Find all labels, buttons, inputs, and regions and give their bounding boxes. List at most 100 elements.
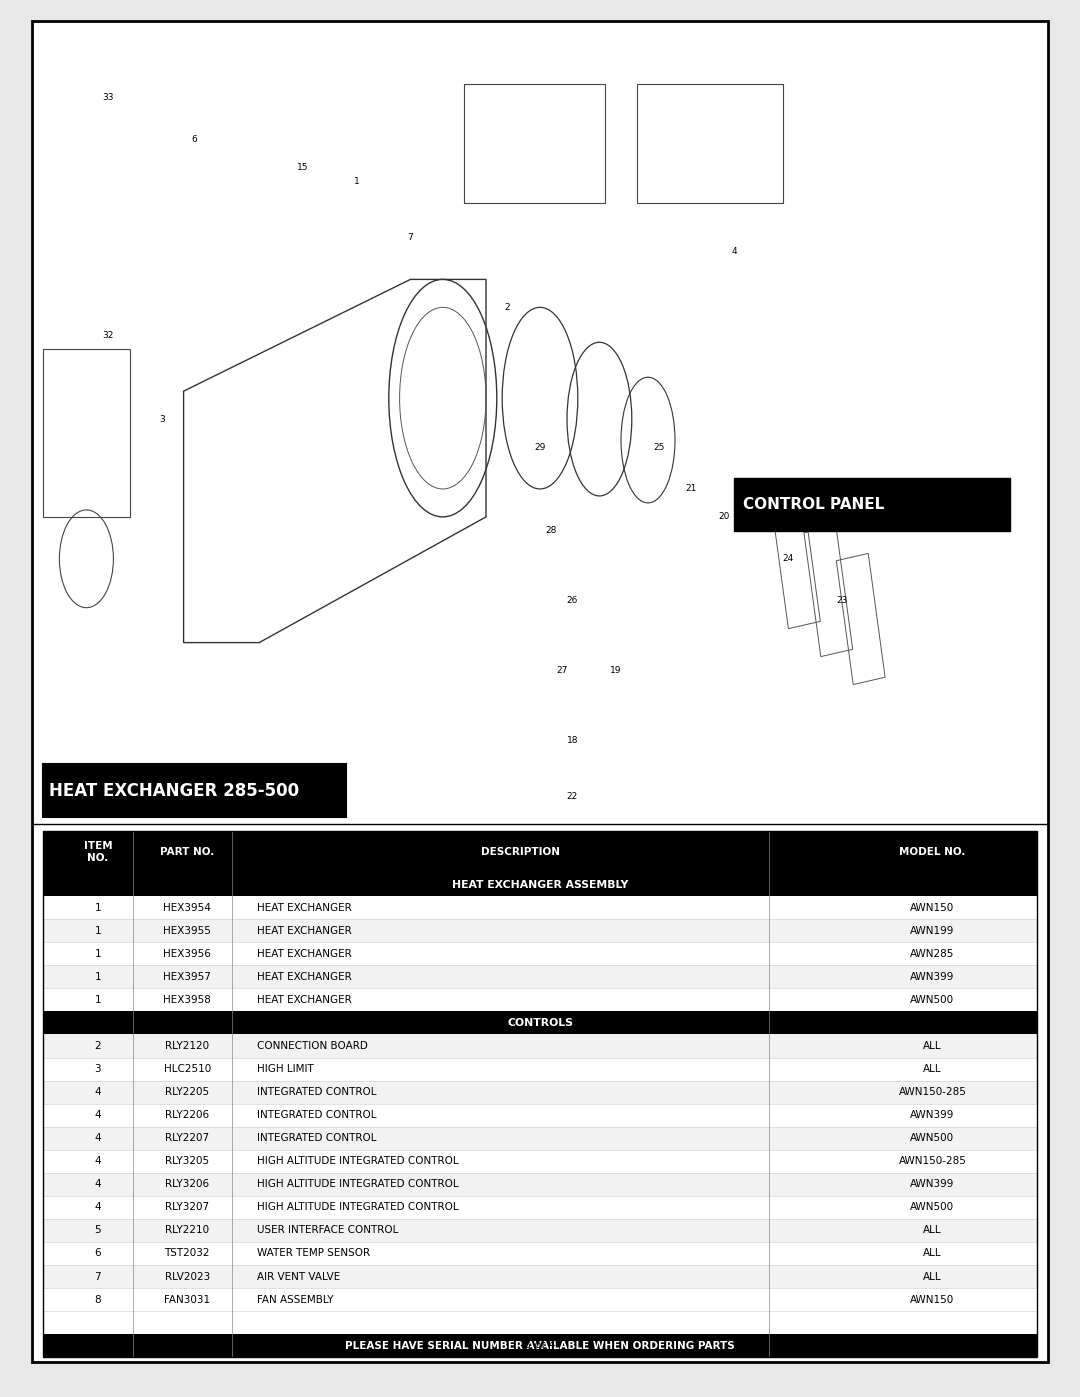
Text: HEX3956: HEX3956 [163,949,212,958]
Text: 22: 22 [567,792,578,800]
Text: HEAT EXCHANGER: HEAT EXCHANGER [257,972,352,982]
Text: 27: 27 [556,666,567,675]
Text: 18: 18 [567,736,578,745]
Text: HLC2510: HLC2510 [164,1065,211,1074]
Bar [637,84,783,203]
Text: AWN500: AWN500 [910,995,955,1004]
Bar [43,1242,1037,1266]
Bar [43,873,1037,897]
Text: 6: 6 [191,136,198,144]
Bar [464,84,605,203]
Text: 5: 5 [95,1225,102,1235]
Text: 2: 2 [95,1041,102,1051]
Text: AWN150: AWN150 [910,902,955,912]
Text: HEX3958: HEX3958 [163,995,212,1004]
Text: INTEGRATED CONTROL: INTEGRATED CONTROL [257,1111,376,1120]
Text: HEAT EXCHANGER: HEAT EXCHANGER [257,926,352,936]
Text: TST2032: TST2032 [164,1249,210,1259]
Text: 1: 1 [95,995,102,1004]
Text: 4: 4 [95,1111,102,1120]
Text: ALL: ALL [923,1041,942,1051]
Bar [43,831,1037,873]
Text: RLY2120: RLY2120 [165,1041,210,1051]
Text: 1: 1 [353,177,360,186]
Text: 4: 4 [95,1133,102,1143]
Text: 2: 2 [504,303,511,312]
Text: CONTROLS: CONTROLS [508,1018,572,1028]
Text: 26: 26 [567,597,578,605]
Bar [43,831,1037,1358]
Text: 6: 6 [95,1249,102,1259]
Text: RLY2207: RLY2207 [165,1133,210,1143]
Text: ITEM
NO.: ITEM NO. [83,841,112,863]
Bar [43,1334,1037,1358]
Text: HIGH ALTITUDE INTEGRATED CONTROL: HIGH ALTITUDE INTEGRATED CONTROL [257,1179,458,1189]
Bar [43,1173,1037,1196]
Text: HIGH ALTITUDE INTEGRATED CONTROL: HIGH ALTITUDE INTEGRATED CONTROL [257,1203,458,1213]
Text: HIGH ALTITUDE INTEGRATED CONTROL: HIGH ALTITUDE INTEGRATED CONTROL [257,1157,458,1166]
Text: HEX3954: HEX3954 [163,902,212,912]
Bar [734,478,1010,531]
Text: PLEASE HAVE SERIAL NUMBER AVAILABLE WHEN ORDERING PARTS: PLEASE HAVE SERIAL NUMBER AVAILABLE WHEN… [346,1341,734,1351]
Text: 32: 32 [103,331,113,339]
Text: ALL: ALL [923,1065,942,1074]
Bar [43,943,1037,965]
Text: 21: 21 [686,485,697,493]
Bar [43,764,346,817]
Text: 33: 33 [103,94,113,102]
Bar [771,497,821,629]
Text: RLY2205: RLY2205 [165,1087,210,1097]
Text: RLY3205: RLY3205 [165,1157,210,1166]
Text: WATER TEMP SENSOR: WATER TEMP SENSOR [257,1249,370,1259]
Bar [43,1220,1037,1242]
Text: AWN500: AWN500 [910,1133,955,1143]
Bar [804,525,853,657]
Text: FAN ASSEMBLY: FAN ASSEMBLY [257,1295,334,1305]
Bar [43,897,1037,919]
Text: AIR VENT VALVE: AIR VENT VALVE [257,1271,340,1281]
Text: 3: 3 [159,415,165,423]
Bar [43,1104,1037,1127]
Text: DESCRIPTION: DESCRIPTION [481,847,559,858]
Text: HEAT EXCHANGER 285-500: HEAT EXCHANGER 285-500 [49,782,299,799]
Text: INTEGRATED CONTROL: INTEGRATED CONTROL [257,1087,376,1097]
Text: HIGH LIMIT: HIGH LIMIT [257,1065,313,1074]
Text: PART NO.: PART NO. [160,847,215,858]
Text: 1: 1 [95,902,102,912]
Text: RLY2210: RLY2210 [165,1225,210,1235]
Bar [43,1058,1037,1081]
Text: 3: 3 [95,1065,102,1074]
Text: AWN150-285: AWN150-285 [899,1087,967,1097]
Text: 24: 24 [783,555,794,563]
Text: CONTROL PANEL: CONTROL PANEL [743,497,885,511]
Text: ALL: ALL [923,1271,942,1281]
Text: 28: 28 [545,527,556,535]
Bar [43,919,1037,943]
Text: HEAT EXCHANGER: HEAT EXCHANGER [257,995,352,1004]
Text: 7: 7 [407,233,414,242]
Text: 1: 1 [95,972,102,982]
Text: INTEGRATED CONTROL: INTEGRATED CONTROL [257,1133,376,1143]
Text: 1: 1 [95,926,102,936]
Text: 4: 4 [95,1203,102,1213]
Text: AWN150: AWN150 [910,1295,955,1305]
Bar [43,1011,1037,1035]
Text: 8: 8 [95,1295,102,1305]
Text: 25: 25 [653,443,664,451]
Text: AWN399: AWN399 [910,1179,955,1189]
Text: 15: 15 [297,163,308,172]
Text: USER INTERFACE CONTROL: USER INTERFACE CONTROL [257,1225,399,1235]
Bar [43,1150,1037,1173]
Bar [43,1127,1037,1150]
Text: AWN399: AWN399 [910,972,955,982]
Text: FAN3031: FAN3031 [164,1295,211,1305]
Text: AWN150-285: AWN150-285 [899,1157,967,1166]
Text: 4: 4 [95,1157,102,1166]
Bar [43,1035,1037,1058]
Text: HEAT EXCHANGER: HEAT EXCHANGER [257,902,352,912]
Bar [43,349,130,517]
Text: MODEL NO.: MODEL NO. [900,847,966,858]
Bar [43,1266,1037,1288]
Text: RLY3206: RLY3206 [165,1179,210,1189]
Text: HEX3957: HEX3957 [163,972,212,982]
